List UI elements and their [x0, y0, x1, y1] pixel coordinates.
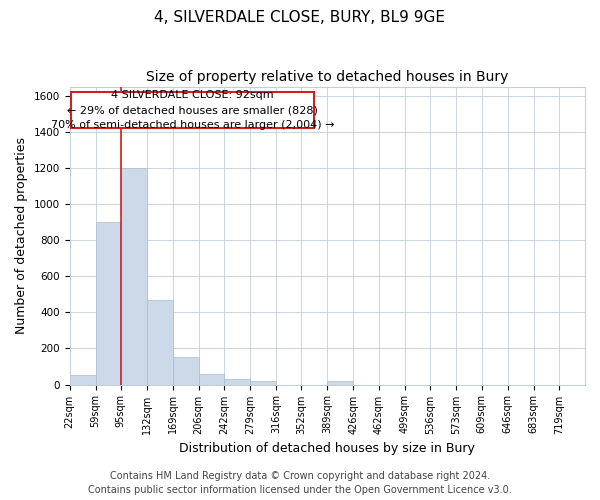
Bar — [70, 374, 95, 384]
Bar — [121, 168, 147, 384]
Bar — [327, 381, 353, 384]
Bar — [199, 374, 224, 384]
Bar — [95, 222, 121, 384]
Bar — [224, 379, 250, 384]
Text: 4, SILVERDALE CLOSE, BURY, BL9 9GE: 4, SILVERDALE CLOSE, BURY, BL9 9GE — [155, 10, 445, 25]
Y-axis label: Number of detached properties: Number of detached properties — [15, 137, 28, 334]
Bar — [173, 358, 199, 384]
Bar — [147, 300, 173, 384]
FancyBboxPatch shape — [71, 92, 314, 128]
X-axis label: Distribution of detached houses by size in Bury: Distribution of detached houses by size … — [179, 442, 475, 455]
Title: Size of property relative to detached houses in Bury: Size of property relative to detached ho… — [146, 70, 508, 84]
Text: 4 SILVERDALE CLOSE: 92sqm
← 29% of detached houses are smaller (828)
70% of semi: 4 SILVERDALE CLOSE: 92sqm ← 29% of detac… — [50, 90, 334, 130]
Text: Contains HM Land Registry data © Crown copyright and database right 2024.
Contai: Contains HM Land Registry data © Crown c… — [88, 471, 512, 495]
Bar — [250, 381, 276, 384]
